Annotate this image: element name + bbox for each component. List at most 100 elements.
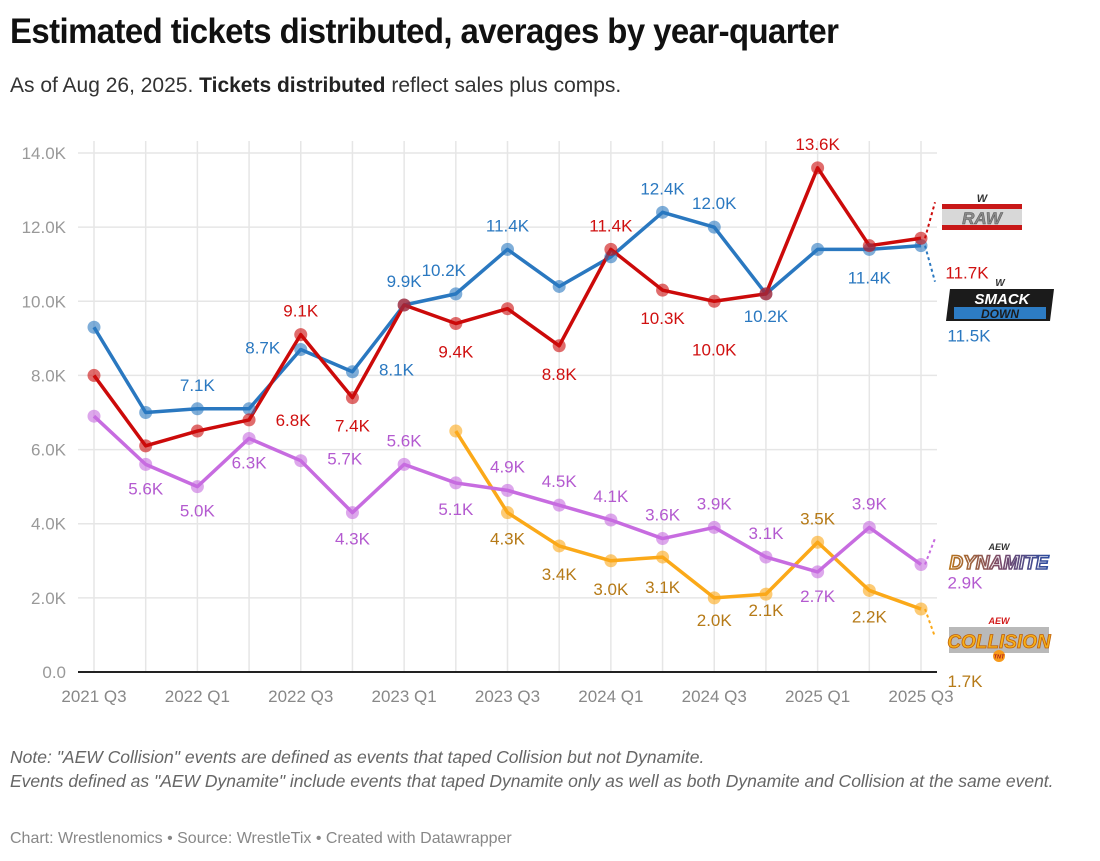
data-point-raw <box>294 328 308 342</box>
data-point-dynamite <box>501 483 514 497</box>
data-point-dynamite <box>294 454 308 468</box>
note-line-1: Note: "AEW Collision" events are defined… <box>10 747 705 767</box>
y-tick-label: 14.0K <box>22 144 67 163</box>
wwe-smackdown-logo-icon: W SMACK DOWN <box>944 276 1056 322</box>
data-label-smackdown: 11.4K <box>848 268 892 287</box>
chart-subtitle: As of Aug 26, 2025. Tickets distributed … <box>10 74 621 98</box>
data-point-smackdown <box>294 342 308 356</box>
data-point-smackdown <box>190 402 204 416</box>
data-point-raw <box>139 439 153 453</box>
data-labels: 4.3K 3.4K 3.0K 3.1K 2.0K 2.1K 3.5K 2.2K 1.7K 5.6K… <box>128 135 991 691</box>
data-point-smackdown <box>139 406 153 419</box>
data-point-collision <box>501 506 514 520</box>
data-label-smackdown: 12.0K <box>692 194 737 213</box>
data-point-dynamite <box>190 480 204 494</box>
line-chart: 0.0 2.0K 4.0K 6.0K 8.0K 10.0K 12.0K 14.0K 2021 … <box>22 135 992 706</box>
chart-notes: Note: "AEW Collision" events are defined… <box>10 745 1100 793</box>
data-label-smackdown: 10.2K <box>422 261 467 280</box>
data-point-raw <box>397 298 411 312</box>
data-point-collision <box>862 583 876 597</box>
data-label-raw: 8.8K <box>542 365 578 384</box>
data-point-collision <box>759 587 773 601</box>
data-point-smackdown <box>656 205 670 219</box>
collision-logo-text: COLLISION <box>947 632 1052 653</box>
data-point-dynamite <box>552 498 566 512</box>
data-label-raw: 11.7K <box>945 263 989 282</box>
y-tick-label: 0.0 <box>42 663 66 682</box>
smackdown-logo-text-bottom: DOWN <box>981 307 1019 321</box>
data-point-dynamite <box>139 457 153 471</box>
data-label-dynamite: 2.7K <box>800 587 836 606</box>
data-point-raw <box>656 283 670 297</box>
data-label-collision: 3.4K <box>542 565 578 584</box>
data-point-smackdown <box>552 279 566 293</box>
data-label-raw: 10.3K <box>640 309 685 328</box>
wwe-raw-logo-icon: W RAW <box>940 190 1024 234</box>
data-point-dynamite <box>87 409 101 423</box>
data-point-raw <box>604 242 618 256</box>
y-tick-label: 12.0K <box>22 218 67 237</box>
data-point-smackdown <box>345 365 359 379</box>
aew-text: AEW <box>988 616 1012 626</box>
data-label-smackdown: 7.1K <box>180 376 216 395</box>
data-label-raw: 11.4K <box>589 216 633 235</box>
y-tick-label: 4.0K <box>31 515 67 534</box>
data-point-dynamite <box>811 565 825 579</box>
gridlines <box>78 141 937 672</box>
x-tick-label: 2024 Q1 <box>578 687 643 706</box>
y-tick-label: 10.0K <box>22 292 67 311</box>
data-point-smackdown <box>811 242 825 256</box>
data-label-collision: 3.1K <box>645 578 681 597</box>
subtitle-date: As of Aug 26, 2025. <box>10 74 194 97</box>
aew-collision-logo-icon: AEW COLLISION TNT <box>946 614 1052 664</box>
data-point-smackdown <box>242 402 256 416</box>
data-label-dynamite: 4.5K <box>542 472 578 491</box>
data-label-raw: 13.6K <box>795 135 840 154</box>
data-point-raw <box>914 231 928 245</box>
data-point-dynamite <box>759 550 773 564</box>
series-points <box>87 161 928 616</box>
data-point-raw <box>242 413 256 427</box>
data-label-dynamite: 5.0K <box>180 502 216 521</box>
wwe-badge: W <box>977 193 989 205</box>
data-point-smackdown <box>87 320 101 334</box>
data-point-raw <box>190 424 204 438</box>
data-point-collision <box>707 591 721 605</box>
data-point-raw <box>759 287 773 301</box>
x-tick-label: 2022 Q1 <box>165 687 230 706</box>
data-point-collision <box>811 535 825 549</box>
x-axis-ticks: 2021 Q3 2022 Q1 2022 Q3 2023 Q1 2023 Q3 2024 … <box>61 687 953 706</box>
leader-smackdown <box>924 245 936 282</box>
data-point-dynamite <box>604 513 618 527</box>
data-label-raw: 9.4K <box>438 343 474 362</box>
aew-text: AEW <box>988 542 1012 552</box>
data-label-dynamite: 4.3K <box>335 530 371 549</box>
label-leader-lines <box>924 201 936 638</box>
data-label-smackdown: 8.7K <box>245 338 281 357</box>
data-label-dynamite: 2.9K <box>948 573 984 592</box>
data-point-collision <box>552 539 566 553</box>
y-tick-label: 2.0K <box>31 589 67 608</box>
data-point-raw <box>449 317 463 331</box>
leader-dynamite <box>924 538 936 565</box>
leader-raw <box>924 201 936 239</box>
data-point-collision <box>914 602 928 616</box>
data-point-collision <box>656 550 670 564</box>
x-tick-label: 2023 Q1 <box>372 687 437 706</box>
data-label-raw: 7.4K <box>335 417 371 436</box>
data-point-raw <box>707 294 721 308</box>
data-label-dynamite: 6.3K <box>232 453 268 472</box>
x-tick-label: 2021 Q3 <box>61 687 126 706</box>
data-point-raw <box>811 161 825 175</box>
data-label-dynamite: 5.1K <box>438 500 474 519</box>
data-point-dynamite <box>656 532 670 546</box>
tnt-badge: TNT <box>994 655 1005 661</box>
data-label-dynamite: 5.6K <box>387 431 423 450</box>
data-point-raw <box>862 239 876 253</box>
data-label-raw: 9.1K <box>283 302 319 321</box>
data-point-collision <box>449 424 463 438</box>
subtitle-bold-term: Tickets distributed <box>199 74 386 97</box>
data-label-dynamite: 3.1K <box>748 524 784 543</box>
data-label-dynamite: 4.9K <box>490 457 526 476</box>
data-label-collision: 2.0K <box>697 611 733 630</box>
